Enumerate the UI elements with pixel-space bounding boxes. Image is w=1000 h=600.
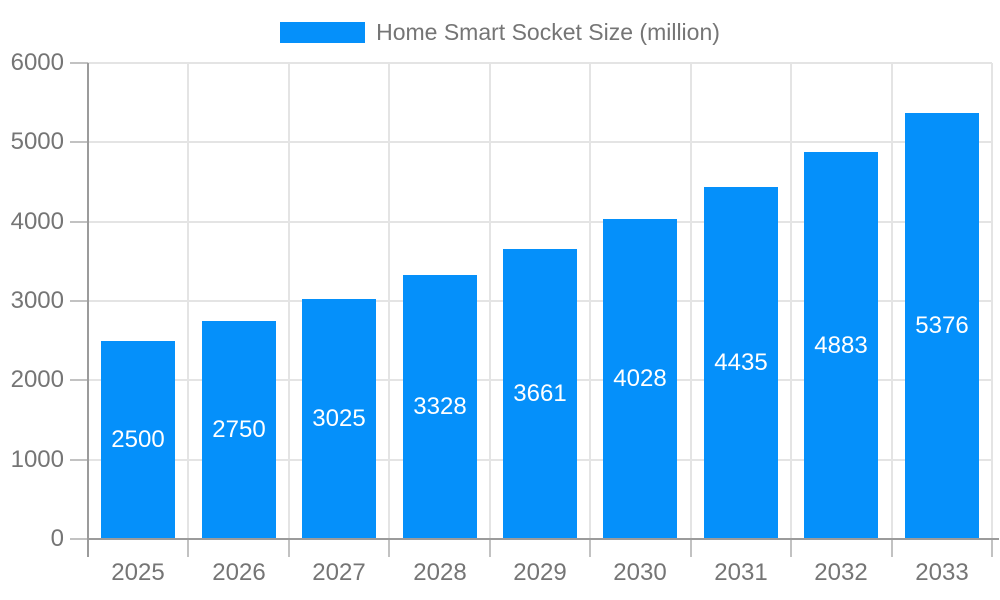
bar: 4883: [804, 152, 878, 539]
x-axis-tick: [388, 539, 391, 557]
y-tick-label: 1000: [10, 445, 64, 473]
x-tick-label: 2025: [111, 559, 165, 586]
gridline: [187, 63, 190, 539]
y-axis-tick: [70, 220, 88, 223]
bar-value-label: 2750: [212, 416, 266, 443]
bar: 3025: [302, 299, 376, 539]
x-axis-tick: [991, 539, 993, 557]
bar-value-label: 2500: [111, 426, 165, 453]
gridline: [689, 63, 692, 539]
x-tick-label: 2027: [312, 559, 366, 586]
x-axis-tick: [890, 539, 893, 557]
x-tick-label: 2033: [915, 559, 969, 586]
gridline: [388, 63, 391, 539]
x-axis-tick: [187, 539, 190, 557]
bar-value-label: 4435: [714, 349, 768, 376]
x-tick-label: 2031: [714, 559, 768, 586]
y-axis-line: [87, 63, 89, 557]
gridline: [991, 63, 993, 539]
legend-swatch-icon: [280, 21, 366, 43]
y-axis-tick: [70, 141, 88, 144]
x-axis-tick: [287, 539, 290, 557]
x-axis-tick: [790, 539, 793, 557]
gridline: [88, 220, 992, 223]
bar-value-label: 3661: [513, 380, 567, 407]
x-tick-label: 2032: [814, 559, 868, 586]
bar-value-label: 5376: [915, 312, 969, 339]
bar: 3661: [503, 249, 577, 539]
y-tick-label: 4000: [10, 207, 64, 235]
bar: 3328: [403, 275, 477, 539]
gridline: [890, 63, 893, 539]
x-tick-label: 2028: [413, 559, 467, 586]
y-axis-tick: [70, 379, 88, 382]
gridline: [88, 62, 992, 64]
chart-legend: Home Smart Socket Size (million): [0, 18, 1000, 46]
x-axis-tick: [589, 539, 592, 557]
gridline: [88, 141, 992, 144]
y-axis-tick: [70, 62, 88, 64]
y-axis-tick: [70, 458, 88, 461]
x-tick-label: 2026: [212, 559, 266, 586]
gridline: [488, 63, 491, 539]
gridline: [790, 63, 793, 539]
bar-value-label: 4883: [814, 331, 868, 359]
bar: 5376: [905, 113, 979, 539]
y-axis-tick: [70, 300, 88, 302]
x-axis-tick: [689, 539, 692, 557]
y-tick-label: 0: [50, 525, 64, 552]
y-tick-label: 2000: [10, 366, 64, 394]
bar-value-label: 3025: [312, 405, 366, 432]
bar: 4435: [704, 187, 778, 539]
y-axis-tick: [70, 538, 88, 540]
y-tick-label: 6000: [10, 49, 64, 76]
bar-value-label: 3328: [413, 393, 467, 420]
bar-value-label: 4028: [613, 365, 667, 392]
bar: 4028: [603, 219, 677, 539]
gridline: [589, 63, 592, 539]
x-tick-label: 2030: [613, 559, 667, 586]
legend-label: Home Smart Socket Size (million): [376, 18, 720, 45]
y-tick-label: 3000: [10, 287, 64, 314]
gridline: [287, 63, 290, 539]
bar: 2750: [202, 321, 276, 539]
x-axis-tick: [488, 539, 491, 557]
x-tick-label: 2029: [513, 559, 567, 586]
plot-area: 0 1000 2000 3000 4000 5000 6000 2500 2025 2750 202…: [11, 49, 999, 586]
y-tick-label: 5000: [10, 128, 64, 156]
bar: 2500: [101, 341, 175, 539]
x-axis-line: [87, 538, 999, 540]
